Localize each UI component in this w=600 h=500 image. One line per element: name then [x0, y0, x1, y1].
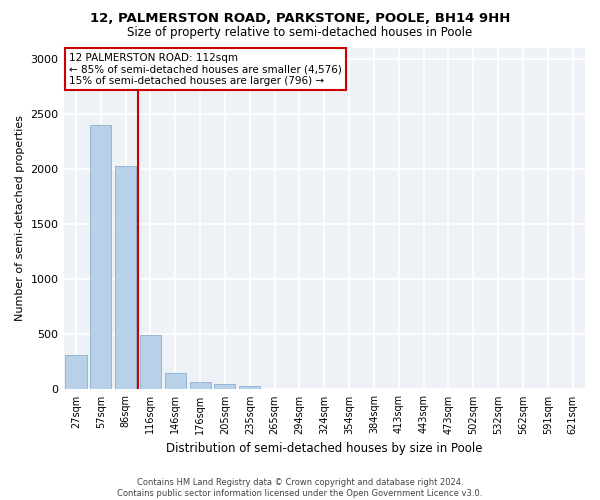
Bar: [165, 373, 186, 390]
Bar: [239, 386, 260, 390]
Bar: [214, 384, 235, 390]
Text: 12 PALMERSTON ROAD: 112sqm
← 85% of semi-detached houses are smaller (4,576)
15%: 12 PALMERSTON ROAD: 112sqm ← 85% of semi…: [69, 52, 341, 86]
Y-axis label: Number of semi-detached properties: Number of semi-detached properties: [15, 116, 25, 322]
Text: Contains HM Land Registry data © Crown copyright and database right 2024.
Contai: Contains HM Land Registry data © Crown c…: [118, 478, 482, 498]
Text: 12, PALMERSTON ROAD, PARKSTONE, POOLE, BH14 9HH: 12, PALMERSTON ROAD, PARKSTONE, POOLE, B…: [90, 12, 510, 26]
X-axis label: Distribution of semi-detached houses by size in Poole: Distribution of semi-detached houses by …: [166, 442, 482, 455]
Bar: [65, 355, 86, 390]
Text: Size of property relative to semi-detached houses in Poole: Size of property relative to semi-detach…: [127, 26, 473, 39]
Bar: [90, 124, 112, 390]
Bar: [190, 382, 211, 390]
Bar: [115, 166, 136, 390]
Bar: [140, 335, 161, 390]
